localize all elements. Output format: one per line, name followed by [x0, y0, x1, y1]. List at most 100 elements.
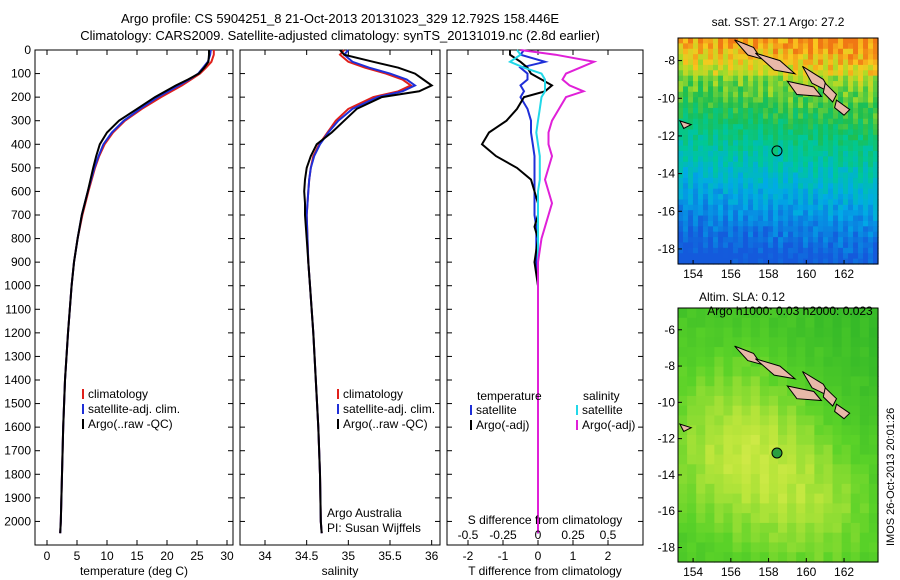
sst-map-cell: [803, 59, 809, 66]
sst-map-cell: [853, 75, 859, 82]
sst-map-cell: [688, 204, 694, 211]
sst-map-cell: [788, 107, 794, 114]
sst-map-cell: [683, 75, 689, 82]
sla-map-cell: [868, 474, 879, 485]
sla-map-cell: [832, 356, 843, 368]
sst-map-cell: [678, 231, 684, 238]
sst-map-cell: [743, 253, 749, 260]
sst-map-cell: [868, 59, 874, 66]
sla-map-cell: [732, 493, 743, 504]
sst-map-cell: [773, 177, 779, 184]
sst-map-cell: [813, 97, 819, 104]
sst-map-cell: [763, 226, 769, 233]
sst-map-cell: [718, 237, 724, 244]
sst-map-cell: [853, 107, 859, 114]
sst-map-cell: [828, 161, 834, 168]
sst-map-cell: [853, 247, 859, 254]
sst-map-cell: [858, 59, 864, 66]
sla-map-cell: [750, 366, 761, 377]
sla-map-cell: [850, 405, 861, 417]
sst-map-cell: [833, 231, 839, 238]
sst-map-cell: [743, 140, 749, 147]
sst-map-cell: [838, 226, 844, 233]
sst-map-cell: [858, 102, 864, 109]
sst-map-cell: [733, 253, 739, 260]
sst-map-cell: [838, 199, 844, 206]
sst-map-cell: [708, 54, 714, 61]
sla-map-cell: [696, 513, 706, 524]
sst-map-cell: [798, 177, 804, 184]
sst-map-cell: [738, 102, 744, 109]
sla-map-cell: [723, 317, 734, 329]
sla-map-cell: [841, 493, 852, 504]
sla-map-cell: [841, 435, 852, 446]
sst-map-cell: [768, 140, 774, 147]
sla-map-cell: [832, 366, 843, 377]
sla-map-island: [834, 403, 851, 420]
sla-map-cell: [859, 483, 870, 495]
sla-map-cell: [778, 337, 788, 348]
sst-map-cell: [803, 183, 809, 190]
sst-map-cell: [693, 237, 699, 244]
sla-map-cell: [832, 454, 843, 465]
sst-map-cell: [713, 188, 719, 195]
sla-map-cell: [696, 552, 706, 563]
sst-map-cell: [743, 231, 749, 238]
sla-map-cell: [778, 483, 788, 495]
sst-map-cell: [848, 102, 854, 109]
sst-map-cell: [808, 156, 814, 163]
sst-map-cell: [808, 258, 814, 265]
sst-map-cell: [793, 91, 799, 98]
temperature-profile-xtick-label: 25: [190, 549, 204, 563]
sst-map-cell: [828, 231, 834, 238]
sst-map-cell: [733, 194, 739, 201]
sst-map-cell: [793, 231, 799, 238]
sla-map-cell: [796, 415, 806, 426]
sst-map-cell: [713, 140, 719, 147]
sst-map-cell: [693, 113, 699, 120]
sla-map-cell: [696, 503, 706, 514]
sst-map-cell: [718, 253, 724, 260]
sst-map-cell: [708, 43, 714, 50]
sst-map-cell: [808, 167, 814, 174]
temperature-profile-xtick-label: 20: [160, 549, 174, 563]
sst-map-cell: [688, 172, 694, 179]
sla-map-cell: [768, 327, 779, 338]
sst-map-cell: [688, 64, 694, 71]
sla-map-cell: [814, 317, 825, 329]
sst-map-cell: [698, 145, 704, 152]
sla-map-cell: [678, 454, 688, 465]
sst-map-cell: [858, 134, 864, 141]
sla-map-cell: [823, 503, 834, 514]
sst-map-cell: [823, 177, 829, 184]
sst-map-cell: [678, 145, 684, 152]
sst-map-cell: [778, 86, 784, 93]
sst-map-cell: [773, 43, 779, 50]
sla-map-cell: [741, 308, 752, 319]
sst-map-cell: [688, 75, 694, 82]
sst-map-cell: [723, 97, 729, 104]
sst-map-cell: [863, 231, 869, 238]
sst-map-cell: [723, 140, 729, 147]
sst-map-cell: [798, 64, 804, 71]
sst-map-cell: [718, 54, 724, 61]
sst-map-cell: [768, 43, 774, 50]
sst-map-cell: [783, 59, 789, 66]
sst-map-cell: [788, 215, 794, 222]
sst-map-cell: [808, 134, 814, 141]
sst-map-cell: [838, 247, 844, 254]
sst-map-cell: [713, 183, 719, 190]
sst-map-cell: [808, 237, 814, 244]
sst-map-cell: [728, 167, 734, 174]
sst-map-cell: [798, 253, 804, 260]
sst-map-cell: [778, 242, 784, 249]
sla-map-cell: [714, 415, 725, 426]
sst-map-cell: [723, 258, 729, 265]
sst-map-cell: [728, 86, 734, 93]
sst-map-cell: [743, 237, 749, 244]
sst-map-cell: [713, 231, 719, 238]
sst-map-xtick-label: 154: [683, 267, 703, 281]
sst-map-cell: [838, 70, 844, 77]
sla-map-cell: [850, 356, 861, 368]
sla-map-cell: [814, 366, 825, 377]
